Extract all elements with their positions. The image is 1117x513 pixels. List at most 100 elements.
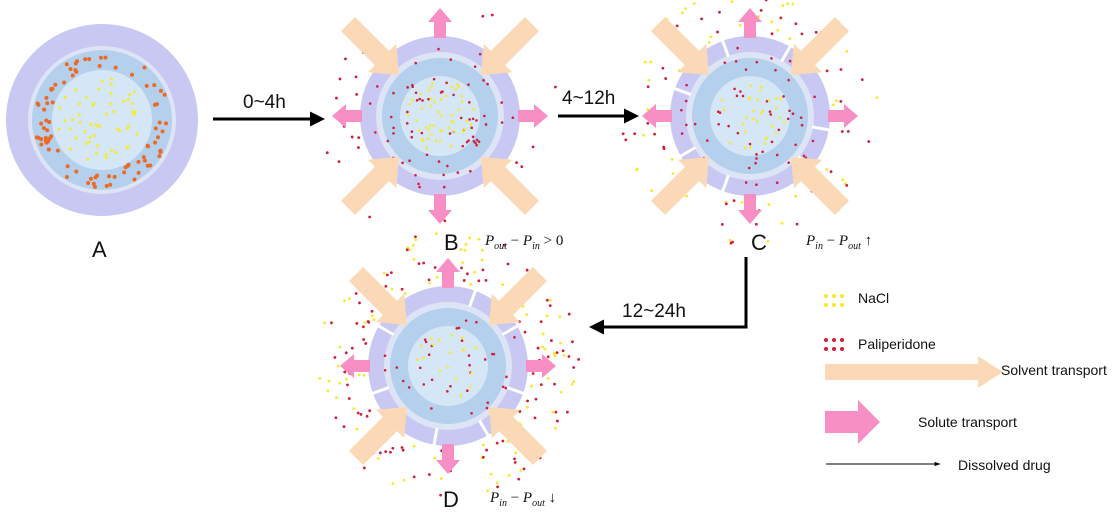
paliperidone-particle [325,151,329,155]
nacl-particle [408,102,411,106]
paliperidone-particle [442,173,445,177]
paliperidone-particle [553,85,557,89]
paliperidone-particle [97,63,102,68]
paliperidone-particle [375,85,379,88]
nacl-particle [125,145,129,149]
paliperidone-particle [386,139,390,143]
paliperidone-particle [744,68,748,71]
nacl-particle [58,106,62,110]
coat-crack [468,288,478,308]
solute-transport-arrow [436,258,460,288]
solvent-transport-arrow [341,17,399,75]
nacl-particle [459,248,463,251]
legend-label-paliperidone: Paliperidone [858,336,936,352]
nacl-particle [486,489,489,493]
paliperidone-particle [513,460,517,464]
paliperidone-particle [739,90,742,93]
nacl-particle [752,109,756,113]
nacl-particle [89,122,93,126]
paliperidone-particle [70,73,75,78]
nacl-particle [104,156,108,160]
nacl-particle [480,258,484,262]
nacl-particle [760,111,763,115]
nacl-particle [84,142,88,146]
paliperidone-particle [152,83,157,88]
tablet-a-particles [34,55,169,189]
nacl-particle [572,380,576,384]
paliperidone-particle [414,61,418,65]
nacl-particle [335,396,338,400]
paliperidone-particle [572,366,576,369]
nacl-particle [439,98,443,101]
solute-transport-arrow [428,8,452,38]
nacl-particle [425,146,429,150]
nacl-particle [464,243,468,246]
paliperidone-particle [142,158,147,163]
paliperidone-particle [518,410,522,413]
nacl-particle [767,99,771,102]
nacl-particle [454,377,458,381]
paliperidone-particle [684,99,688,103]
paliperidone-particle [533,416,537,420]
paliperidone-particle [466,272,469,276]
paliperidone-particle [334,416,338,420]
paliperidone-particle [406,86,409,89]
nacl-particle [57,127,61,131]
nacl-particle [363,321,367,324]
paliperidone-particle [693,122,697,126]
paliperidone-particle [500,121,504,124]
nacl-legend-dot [840,303,844,307]
nacl-particle [92,102,96,106]
pressure-equation-c: Pin − Pout ↑ [805,233,872,252]
nacl-particle [472,107,475,111]
nacl-particle [344,377,348,381]
nacl-particle [473,270,477,274]
paliperidone-particle [418,366,422,370]
nacl-particle [506,439,510,443]
nacl-particle [370,314,374,318]
nacl-particle [407,113,410,117]
paliperidone-particle [355,322,359,325]
nacl-particle [452,129,456,133]
nacl-particle [426,137,430,141]
nacl-particle [514,451,518,455]
paliperidone-particle [446,390,449,393]
paliperidone-particle [471,135,475,139]
paliperidone-particle [496,485,500,489]
paliperidone-particle [44,118,49,123]
paliperidone-particle [468,101,471,104]
solvent-transport-arrow [791,157,849,215]
paliperidone-particle [384,450,388,454]
nacl-particle [318,377,322,380]
solute-transport-arrow [428,194,452,224]
paliperidone-particle [401,379,405,383]
paliperidone-particle [633,132,637,136]
nacl-particle [468,236,471,240]
nacl-particle [433,456,437,460]
paliperidone-particle [448,132,452,135]
nacl-particle [112,110,116,114]
paliperidone-particle [505,375,508,379]
nacl-particle [457,108,461,112]
nacl-particle [559,390,563,394]
paliperidone-particle [802,154,806,158]
solvent-transport-arrow [489,267,547,325]
nacl-particle [408,248,412,252]
paliperidone-particle [389,450,392,454]
nacl-particle [121,99,125,103]
nacl-particle [449,144,453,148]
paliperidone-particle [555,351,559,355]
paliperidone-particle [41,126,46,131]
nacl-particle [788,37,792,41]
paliperidone-particle [570,340,574,344]
paliperidone-particle [333,356,337,359]
paliperidone-particle [46,139,51,144]
paliperidone-particle [733,87,736,91]
paliperidone-particle [523,330,527,334]
paliperidone-particle [446,164,449,168]
coat-crack [720,38,730,58]
nacl-particle [133,110,137,114]
solvent-transport-arrow [481,17,539,75]
paliperidone-particle [561,349,565,353]
paliperidone-particle [158,88,163,93]
